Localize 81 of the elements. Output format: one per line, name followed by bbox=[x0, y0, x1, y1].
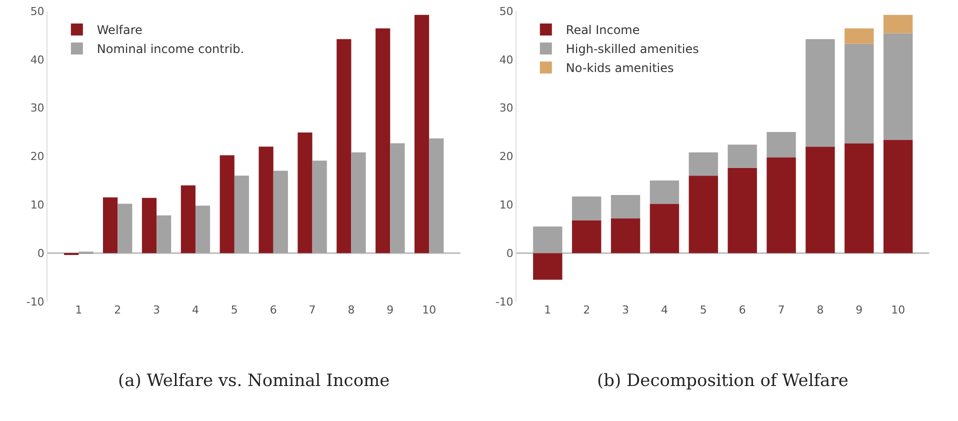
legend-label: Nominal income contrib. bbox=[96, 42, 244, 56]
bar bbox=[650, 180, 680, 204]
x-tick-label: 3 bbox=[153, 304, 160, 317]
bar bbox=[351, 152, 366, 254]
bar bbox=[806, 39, 835, 147]
x-tick-label: 10 bbox=[422, 304, 436, 317]
y-tick-label: -10 bbox=[26, 295, 44, 308]
x-tick-label: 5 bbox=[700, 304, 707, 317]
x-tick-label: 4 bbox=[192, 304, 199, 317]
bar bbox=[883, 140, 913, 254]
x-tick-label: 8 bbox=[816, 304, 824, 317]
x-tick-label: 2 bbox=[114, 304, 122, 317]
x-tick-label: 4 bbox=[660, 304, 668, 317]
bar bbox=[728, 168, 757, 254]
x-tick-label: 9 bbox=[856, 304, 863, 317]
x-tick-label: 1 bbox=[544, 304, 552, 317]
bar bbox=[142, 198, 157, 254]
bar bbox=[273, 170, 288, 254]
bar bbox=[312, 160, 327, 254]
bar bbox=[103, 197, 118, 254]
y-tick-label: 10 bbox=[499, 198, 514, 212]
bar bbox=[610, 218, 640, 254]
bar bbox=[883, 33, 913, 140]
x-tick-label: 7 bbox=[308, 304, 316, 317]
bar bbox=[688, 152, 718, 176]
x-tick-label: 1 bbox=[75, 304, 82, 317]
bar bbox=[844, 44, 874, 144]
bar bbox=[180, 185, 196, 254]
bar bbox=[376, 28, 390, 254]
y-tick-label: 30 bbox=[499, 102, 514, 115]
y-tick-label: 20 bbox=[499, 150, 514, 164]
bar bbox=[572, 220, 602, 254]
y-tick-label: 30 bbox=[30, 102, 44, 115]
bar bbox=[728, 144, 757, 168]
y-tick-label: 50 bbox=[30, 4, 44, 18]
bar bbox=[610, 195, 640, 218]
bar bbox=[195, 206, 210, 254]
bar bbox=[390, 143, 405, 254]
bar bbox=[533, 253, 562, 280]
text: (a) Welfare vs. Nominal Income bbox=[118, 371, 390, 391]
bar bbox=[429, 138, 444, 254]
y-tick-label: 20 bbox=[30, 150, 44, 164]
y-tick-label: 10 bbox=[30, 198, 44, 212]
bar bbox=[883, 14, 913, 34]
bar bbox=[688, 176, 718, 254]
bar bbox=[572, 196, 602, 220]
text: (b) Decomposition of Welfare bbox=[597, 371, 848, 391]
bar bbox=[766, 132, 796, 158]
x-tick-label: 7 bbox=[778, 304, 785, 317]
bar bbox=[156, 215, 172, 254]
legend-label: Welfare bbox=[96, 23, 142, 38]
bar bbox=[336, 39, 352, 254]
x-tick-label: 9 bbox=[386, 304, 394, 317]
legend-label: Real Income bbox=[566, 23, 640, 38]
x-tick-label: 5 bbox=[230, 304, 238, 317]
y-tick-label: 0 bbox=[37, 246, 44, 260]
x-tick-label: 8 bbox=[348, 304, 355, 317]
legend-label: High-skilled amenities bbox=[566, 42, 699, 56]
bar bbox=[844, 28, 874, 44]
bar bbox=[844, 143, 874, 254]
bar bbox=[298, 132, 312, 254]
x-tick-label: 6 bbox=[270, 304, 277, 317]
bar bbox=[258, 146, 274, 254]
bar bbox=[234, 176, 250, 254]
y-tick-label: 40 bbox=[499, 53, 514, 66]
bar bbox=[414, 14, 430, 254]
bar bbox=[650, 204, 680, 254]
y-tick-label: 40 bbox=[30, 53, 44, 66]
x-tick-label: 3 bbox=[622, 304, 630, 317]
bar bbox=[533, 226, 562, 254]
y-tick-label: 0 bbox=[506, 246, 514, 260]
legend-label: No-kids amenities bbox=[566, 61, 674, 76]
x-tick-label: 2 bbox=[583, 304, 590, 317]
bar bbox=[766, 157, 796, 254]
x-tick-label: 10 bbox=[891, 304, 906, 317]
x-tick-label: 6 bbox=[738, 304, 746, 317]
bar bbox=[118, 204, 132, 254]
y-tick-label: 50 bbox=[499, 4, 514, 18]
bar bbox=[806, 146, 835, 254]
bar bbox=[220, 155, 234, 254]
y-tick-label: -10 bbox=[495, 295, 514, 308]
